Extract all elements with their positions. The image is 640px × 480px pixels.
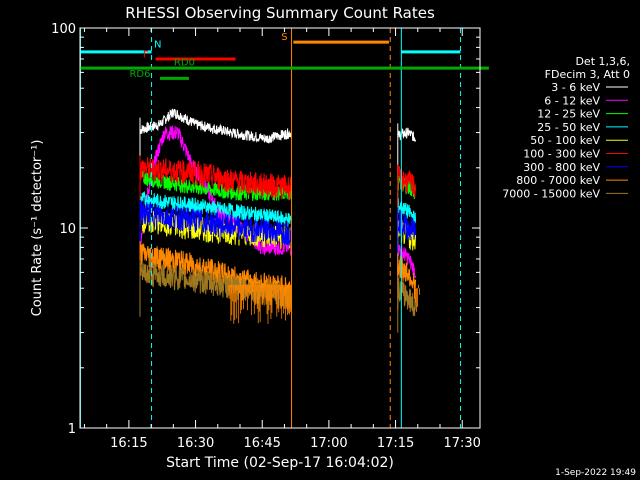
legend-label-8: 800 - 7000 keV xyxy=(516,174,600,187)
flag-s: S xyxy=(281,32,389,44)
y-tick-label-3: 100 xyxy=(51,22,76,37)
series-9-segment-2 xyxy=(397,277,417,317)
flag-s-label: S xyxy=(281,32,287,43)
legend-label-3: 12 - 25 keV xyxy=(537,108,600,121)
legend-label-6: 100 - 300 keV xyxy=(523,148,600,161)
x-tick-label-2: 16:30 xyxy=(177,436,214,451)
flag-rd6-label: RD6 xyxy=(129,69,150,80)
flag-n-label: N xyxy=(154,39,161,50)
x-tick-label-3: 16:45 xyxy=(243,436,280,451)
x-axis: 16:15 16:30 16:45 17:00 17:15 17:30 xyxy=(83,28,481,451)
spike-band-1 xyxy=(228,284,291,324)
x-axis-label: Start Time (02-Sep-17 16:04:02) xyxy=(166,455,394,471)
legend-label-7: 300 - 800 keV xyxy=(523,161,600,174)
y-axis: 1 10 100 xyxy=(51,22,480,437)
series-7 xyxy=(139,199,417,265)
legend-label-5: 50 - 100 keV xyxy=(530,134,600,147)
x-tick-label-4: 17:00 xyxy=(310,436,347,451)
series-6-segment-1 xyxy=(139,157,292,201)
flag-rd0-label: RD0 xyxy=(174,57,195,68)
legend-label-4: 25 - 50 keV xyxy=(537,121,600,134)
footer-timestamp: 1-Sep-2022 19:49 xyxy=(555,468,636,478)
y-tick-label-2: 10 xyxy=(59,222,76,237)
series-1-segment-1 xyxy=(139,108,292,144)
x-tick-label-1: 16:15 xyxy=(110,436,147,451)
series-7-segment-2 xyxy=(397,210,417,241)
legend-header-1: Det 1,3,6, xyxy=(575,55,630,68)
series-1-segment-2 xyxy=(397,127,417,142)
flag-n: N xyxy=(80,39,461,54)
series-8-segment-2 xyxy=(397,255,417,300)
x-tick-label-5: 17:15 xyxy=(377,436,414,451)
legend-header-2: FDecim 3, Att 0 xyxy=(545,68,630,81)
flag-rd6: RD6 xyxy=(129,69,189,80)
legend-label-2: 6 - 12 keV xyxy=(544,94,600,107)
y-tick-label-1: 1 xyxy=(68,422,76,437)
flag-rd0: RD0 xyxy=(80,57,489,70)
series-4-segment-1 xyxy=(139,190,292,227)
legend-label-9: 7000 - 15000 keV xyxy=(502,187,600,200)
series-7-segment-1 xyxy=(139,199,292,246)
legend-label-1: 3 - 6 keV xyxy=(551,81,600,94)
chart-title: RHESSI Observing Summary Count Rates xyxy=(125,4,435,22)
spike-band-2 xyxy=(415,284,420,312)
y-axis-label: Count Rate (s⁻¹ detector⁻¹) xyxy=(30,140,45,317)
flag-f: F xyxy=(143,50,236,61)
series-6-segment-2 xyxy=(397,165,417,198)
x-tick-label-6: 17:30 xyxy=(443,436,480,451)
flag-f-label: F xyxy=(143,50,149,61)
plot-area: N S F RD0 RD6 xyxy=(79,28,489,428)
